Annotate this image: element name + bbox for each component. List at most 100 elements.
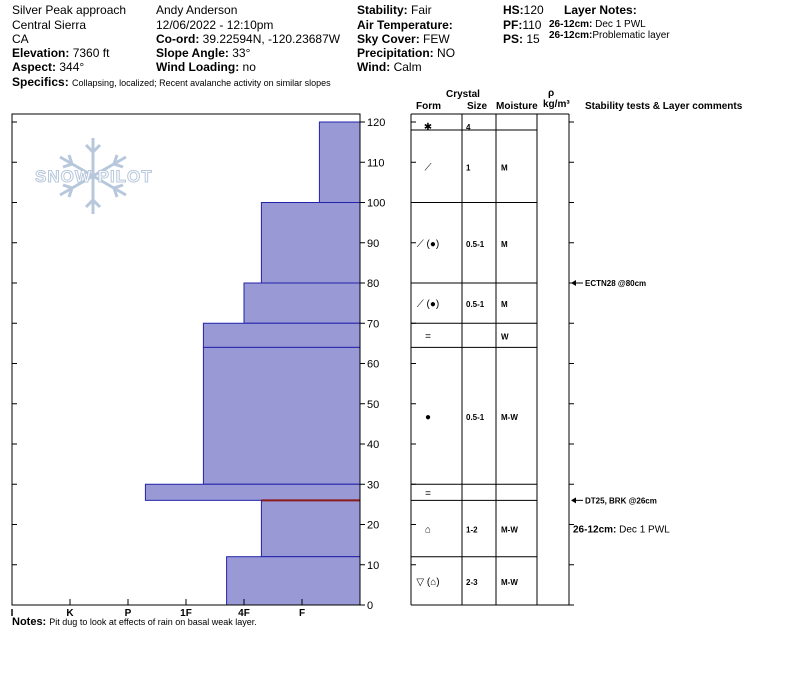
grain-size: 0.5-1: [466, 240, 485, 249]
grain-size: 4: [466, 123, 471, 132]
logo-text: SNOW PILOT: [35, 167, 153, 186]
depth-tick-label: 20: [367, 520, 379, 532]
hardness-bar: [260, 499, 361, 558]
hardness-bar: [202, 322, 361, 348]
grain-form: ⟋ (●): [417, 299, 439, 310]
hardness-tick-label: F: [299, 608, 305, 619]
wind-loading-label: Wind Loading:: [156, 60, 240, 74]
density-unit: kg/m³: [543, 99, 570, 110]
aspect-label: Aspect:: [12, 60, 57, 74]
wind-loading-value: no: [242, 60, 256, 74]
grain-size: 1: [466, 163, 471, 172]
layer-comment-depth: 26-12cm:: [573, 525, 619, 536]
depth-tick-label: 40: [367, 439, 379, 451]
penetration-ski: PS: 15: [503, 33, 540, 45]
density-symbol: ρ: [548, 88, 555, 99]
depth-tick-label: 70: [367, 318, 379, 330]
stability-tests-header: Stability tests & Layer comments: [585, 101, 743, 112]
sky-value: FEW: [423, 32, 450, 46]
stability-value: Fair: [411, 3, 432, 17]
ps-value: 15: [526, 32, 540, 46]
moisture-value: W: [501, 332, 509, 341]
test-arrow-head: [571, 280, 576, 286]
moisture-value: M-W: [501, 526, 518, 535]
elevation: Elevation: 7360 ft: [12, 47, 109, 59]
coordinates: Co-ord: 39.22594N, -120.23687W: [156, 33, 340, 45]
test-arrow-head: [571, 497, 576, 504]
wind: Wind: Calm: [357, 61, 422, 73]
hardness-bar: [144, 483, 361, 501]
layer-note-text: Dec 1 PWL: [595, 19, 646, 30]
grain-form: =: [425, 488, 431, 499]
depth-tick-label: 80: [367, 278, 379, 290]
layer-note: 26-12cm: Dec 1 PWL: [549, 20, 646, 30]
grain-size: 0.5-1: [466, 300, 485, 309]
layer-table: ✱ 4 ⟋ 1 M ⟋ (●) 0.5-1 M ⟋ (●) 0.5-1 M = W ● 0.5-1 M-W = ⌂…: [411, 122, 537, 606]
wind-value: Calm: [393, 60, 422, 74]
observer: Andy Anderson: [156, 3, 238, 17]
precipitation: Precipitation: NO: [357, 47, 455, 59]
layer-notes-title: Layer Notes:: [564, 3, 637, 17]
precip-value: NO: [437, 46, 456, 60]
observation-datetime: 12/06/2022 - 12:10pm: [156, 18, 274, 32]
hardness-bars: [144, 121, 361, 606]
layer-note-depth: 26-12cm:: [549, 30, 593, 41]
coord-value: 39.22594N, -120.23687W: [202, 32, 341, 46]
grain-form: =: [425, 331, 431, 342]
elevation-value: 7360 ft: [72, 46, 110, 60]
snowpilot-logo: SNOW PILOT: [30, 136, 160, 218]
precip-label: Precipitation:: [357, 46, 434, 60]
grain-form: ●: [425, 412, 431, 423]
aspect-value: 344°: [59, 60, 85, 74]
stability-test-label: DT25, BRK @26cm: [585, 496, 657, 505]
pf-value: 110: [522, 18, 542, 32]
hardness-bar: [202, 346, 361, 485]
sky-label: Sky Cover:: [357, 32, 420, 46]
grain-form: ⌂: [425, 525, 431, 536]
grain-form: ⟋ (●): [417, 239, 439, 250]
specifics-label: Specifics:: [12, 75, 69, 89]
layer-note-depth: 26-12cm:: [549, 19, 593, 30]
stability: Stability: Fair: [357, 4, 432, 16]
specifics-value: Collapsing, localized; Recent avalanche …: [72, 78, 331, 88]
location-name: Silver Peak approach: [12, 3, 127, 17]
hardness-axis: I K P 1F 4F F: [11, 599, 305, 619]
notes-label: Notes:: [12, 616, 47, 628]
slope-value: 33°: [232, 46, 251, 60]
slope-label: Slope Angle:: [156, 46, 229, 60]
hardness-bar: [243, 282, 361, 324]
moisture-value: M: [501, 300, 508, 309]
stability-test-label: ECTN28 @80cm: [585, 279, 646, 288]
notes-value: Pit dug to look at effects of rain on ba…: [49, 617, 257, 627]
depth-tick-label: 0: [367, 600, 373, 612]
moisture-value: M-W: [501, 578, 518, 587]
crystal-header: Crystal: [446, 89, 480, 100]
grain-form: ⟋: [425, 162, 432, 173]
pf-label: PF:: [503, 18, 523, 32]
grain-size: 2-3: [466, 578, 478, 587]
layer-note-text: Problematic layer: [592, 30, 670, 41]
hardness-bar: [260, 202, 361, 284]
sky-cover: Sky Cover: FEW: [357, 33, 450, 45]
wind-loading: Wind Loading: no: [156, 61, 256, 73]
hs-label: HS:: [503, 3, 524, 17]
elevation-label: Elevation:: [12, 46, 70, 60]
layer-comment: 26-12cm: Dec 1 PWL: [573, 525, 670, 536]
layer-comment-text: Dec 1 PWL: [619, 525, 670, 536]
coord-label: Co-ord:: [156, 32, 200, 46]
snow-height: HS:120: [503, 4, 544, 16]
grain-size: 0.5-1: [466, 413, 485, 422]
form-header: Form: [416, 101, 441, 112]
grain-form: ▽ (⌂): [416, 577, 439, 588]
moisture-header: Moisture: [496, 101, 538, 112]
moisture-value: M: [501, 240, 508, 249]
wind-label: Wind:: [357, 60, 391, 74]
ps-label: PS:: [503, 32, 524, 46]
depth-tick-label: 90: [367, 238, 379, 250]
aspect: Aspect: 344°: [12, 61, 84, 73]
air-temperature-label: Air Temperature:: [357, 18, 453, 32]
specifics: Specifics: Collapsing, localized; Recent…: [12, 76, 331, 88]
size-header: Size: [467, 101, 488, 112]
mountain-range: Central Sierra: [12, 18, 87, 32]
grain-size: 1-2: [466, 526, 478, 535]
